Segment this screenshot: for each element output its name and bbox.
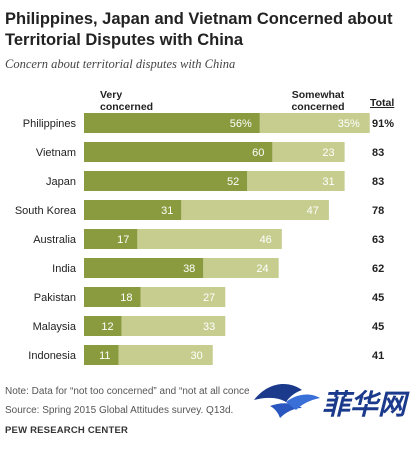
value-somewhat-vietnam: 23 bbox=[322, 147, 334, 159]
pew-footer: PEW RESEARCH CENTER bbox=[5, 425, 129, 436]
header-total: Total bbox=[370, 97, 395, 109]
category-label-australia: Australia bbox=[33, 234, 77, 246]
bar-somewhat-india bbox=[203, 258, 279, 278]
header-very-concerned: Very concerned bbox=[100, 89, 154, 113]
value-very-vietnam: 60 bbox=[252, 147, 264, 159]
bar-somewhat-indonesia bbox=[118, 345, 213, 365]
watermark-bird-icon bbox=[254, 384, 320, 418]
total-philippines: 91% bbox=[372, 118, 394, 130]
bar-very-south-korea bbox=[84, 200, 182, 220]
category-label-vietnam: Vietnam bbox=[36, 147, 76, 159]
value-somewhat-indonesia: 30 bbox=[190, 350, 202, 362]
value-very-indonesia: 11 bbox=[99, 350, 110, 362]
value-very-philippines: 56% bbox=[230, 118, 252, 130]
bar-chart: Philippines 56% 35% 91% Vietnam 60 23 83 Japan 52… bbox=[15, 113, 394, 365]
value-very-australia: 17 bbox=[117, 234, 129, 246]
total-pakistan: 45 bbox=[372, 292, 384, 304]
bar-somewhat-philippines bbox=[259, 113, 370, 133]
bar-very-japan bbox=[84, 171, 248, 191]
watermark-logo: 菲华网 bbox=[254, 384, 410, 421]
total-south-korea: 78 bbox=[372, 205, 384, 217]
bar-very-malaysia bbox=[84, 316, 122, 336]
value-somewhat-pakistan: 27 bbox=[203, 292, 215, 304]
bar-somewhat-australia bbox=[137, 229, 282, 249]
chart-subtitle: Concern about territorial disputes with … bbox=[5, 57, 236, 71]
total-japan: 83 bbox=[372, 176, 384, 188]
bar-very-india bbox=[84, 258, 204, 278]
watermark-text: 菲华网 bbox=[322, 388, 410, 421]
bar-somewhat-south-korea bbox=[181, 200, 329, 220]
total-indonesia: 41 bbox=[372, 350, 384, 362]
value-very-india: 38 bbox=[183, 263, 195, 275]
total-australia: 63 bbox=[372, 234, 384, 246]
bar-very-vietnam bbox=[84, 142, 273, 162]
category-label-india: India bbox=[52, 263, 77, 275]
bar-very-indonesia bbox=[84, 345, 119, 365]
bar-very-philippines bbox=[84, 113, 260, 133]
value-somewhat-australia: 46 bbox=[260, 234, 272, 246]
category-label-malaysia: Malaysia bbox=[33, 321, 77, 333]
value-somewhat-india: 24 bbox=[256, 263, 268, 275]
category-label-indonesia: Indonesia bbox=[28, 350, 77, 362]
header-somewhat-concerned: Somewhat concerned bbox=[291, 89, 345, 113]
category-label-south-korea: South Korea bbox=[15, 205, 77, 217]
chart-source: Source: Spring 2015 Global Attitudes sur… bbox=[5, 405, 234, 416]
total-india: 62 bbox=[372, 263, 384, 275]
category-label-pakistan: Pakistan bbox=[34, 292, 76, 304]
category-label-japan: Japan bbox=[46, 176, 76, 188]
value-very-malaysia: 12 bbox=[101, 321, 113, 333]
total-malaysia: 45 bbox=[372, 321, 384, 333]
value-very-pakistan: 18 bbox=[120, 292, 132, 304]
bar-very-pakistan bbox=[84, 287, 141, 307]
value-somewhat-japan: 31 bbox=[322, 176, 334, 188]
value-somewhat-malaysia: 33 bbox=[203, 321, 215, 333]
value-somewhat-south-korea: 47 bbox=[307, 205, 319, 217]
bar-somewhat-japan bbox=[247, 171, 345, 191]
total-vietnam: 83 bbox=[372, 147, 384, 159]
bar-somewhat-pakistan bbox=[140, 287, 226, 307]
bar-very-australia bbox=[84, 229, 138, 249]
bar-somewhat-malaysia bbox=[121, 316, 226, 336]
chart-title: Philippines, Japan and Vietnam Concerned… bbox=[5, 10, 393, 49]
category-label-philippines: Philippines bbox=[23, 118, 77, 130]
value-very-japan: 52 bbox=[227, 176, 239, 188]
chart-note: Note: Data for “not too concerned” and “… bbox=[5, 386, 250, 397]
bar-somewhat-vietnam bbox=[272, 142, 345, 162]
value-very-south-korea: 31 bbox=[161, 205, 173, 217]
value-somewhat-philippines: 35% bbox=[338, 118, 360, 130]
